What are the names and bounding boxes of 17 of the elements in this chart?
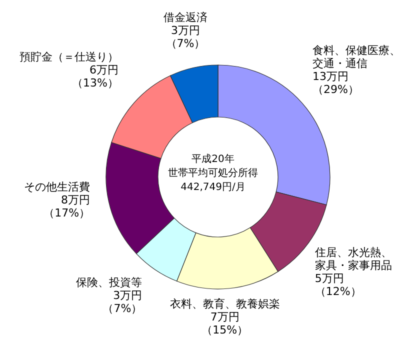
text: 世帯平均可処分所得 xyxy=(168,167,258,179)
slice-label: 食料、保健医療、交通・通信 xyxy=(312,44,401,70)
slice-label: 借金返済 xyxy=(164,11,208,24)
slice-label: 保険、投資等 xyxy=(76,276,142,290)
data-label: 3万円（7%） xyxy=(166,24,206,50)
slice-label: 住居、水光熱、家具・家事用品 xyxy=(314,246,392,272)
text: 平成20年 xyxy=(192,153,234,165)
data-label: 7万円（15%） xyxy=(202,310,248,336)
data-label: 3万円（7%） xyxy=(102,289,142,316)
data-label: 6万円（13%） xyxy=(72,64,118,90)
text: 442,749円/月 xyxy=(180,182,246,193)
data-label: 13万円（29%） xyxy=(312,70,360,96)
slice-label: 預貯金（＝仕送り） xyxy=(19,50,118,64)
slice-label: その他生活費 xyxy=(24,180,90,194)
data-label: 5万円（12%） xyxy=(314,272,362,298)
slice-label: 衣料、教育、教養娯楽 xyxy=(170,297,280,310)
data-label: 8万円（17%） xyxy=(44,193,90,220)
